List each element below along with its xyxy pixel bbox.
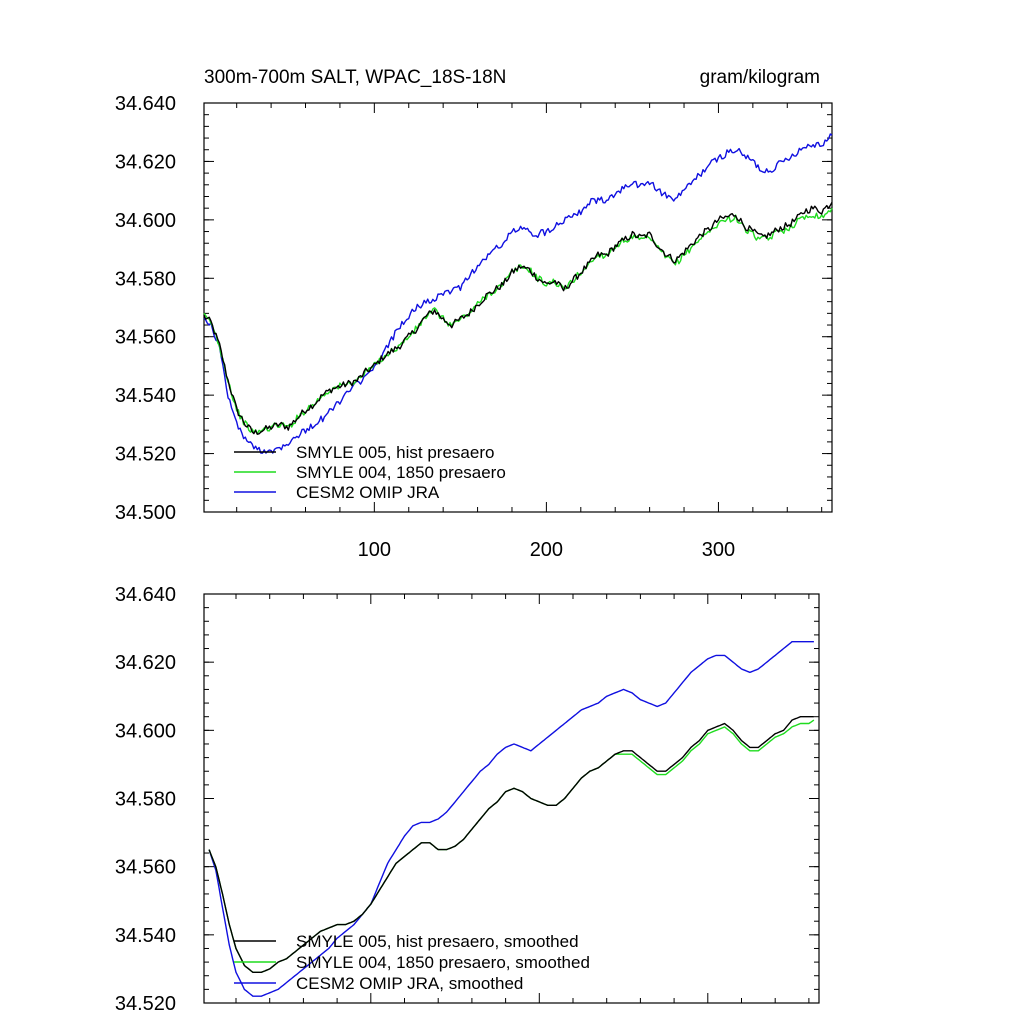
x-tick-label: 200 [530, 539, 563, 561]
legend-label: SMYLE 004, 1850 presaero, smoothed [296, 953, 590, 972]
bottom-panel: 34.520 34.540 34.560 34.580 34.600 34.620 34.6… [115, 584, 820, 1015]
legend-label: SMYLE 005, hist presaero, smoothed [296, 932, 579, 951]
legend-label: CESM2 OMIP JRA [296, 483, 440, 502]
series-lines [203, 133, 833, 454]
y-tick-label: 34.580 [115, 268, 176, 290]
series-line [208, 641, 814, 997]
y-tick-label: 34.580 [115, 789, 176, 811]
plot-frame [203, 102, 833, 513]
x-tick-label: 100 [358, 539, 391, 561]
y-tick-label: 34.560 [115, 327, 176, 349]
y-tick-label: 34.560 [115, 857, 176, 879]
series-line [203, 201, 833, 435]
y-tick-label: 34.600 [115, 720, 176, 742]
y-tick-label: 34.540 [115, 925, 176, 947]
y-tick-label: 34.520 [115, 444, 176, 466]
top-panel: 300m-700m SALT, WPAC_18S-18N gram/kilogr… [115, 67, 833, 561]
axis-ticks: 34.520 34.540 34.560 34.580 34.600 34.620 34.6… [115, 584, 819, 1015]
legend: SMYLE 005, hist presaero, smoothed SMYLE… [234, 932, 590, 993]
y-tick-label: 34.640 [115, 93, 176, 115]
legend-label: SMYLE 004, 1850 presaero [296, 463, 506, 482]
panel-units: gram/kilogram [700, 67, 820, 88]
legend-label: SMYLE 005, hist presaero [296, 443, 494, 462]
y-tick-label: 34.540 [115, 385, 176, 407]
legend: SMYLE 005, hist presaero SMYLE 004, 1850… [234, 443, 506, 502]
x-tick-label: 300 [702, 539, 735, 561]
y-tick-label: 34.600 [115, 210, 176, 232]
y-tick-label: 34.520 [115, 993, 176, 1015]
y-tick-label: 34.640 [115, 584, 176, 606]
series-line [203, 133, 833, 454]
series-line [208, 716, 814, 973]
series-lines [208, 641, 815, 997]
y-tick-label: 34.620 [115, 151, 176, 173]
legend-label: CESM2 OMIP JRA, smoothed [296, 974, 523, 993]
axis-ticks: 34.500 34.520 34.540 34.560 34.580 34.600 34.6… [115, 93, 832, 561]
y-tick-label: 34.500 [115, 502, 176, 524]
panel-title: 300m-700m SALT, WPAC_18S-18N [204, 67, 506, 88]
y-tick-label: 34.620 [115, 652, 176, 674]
